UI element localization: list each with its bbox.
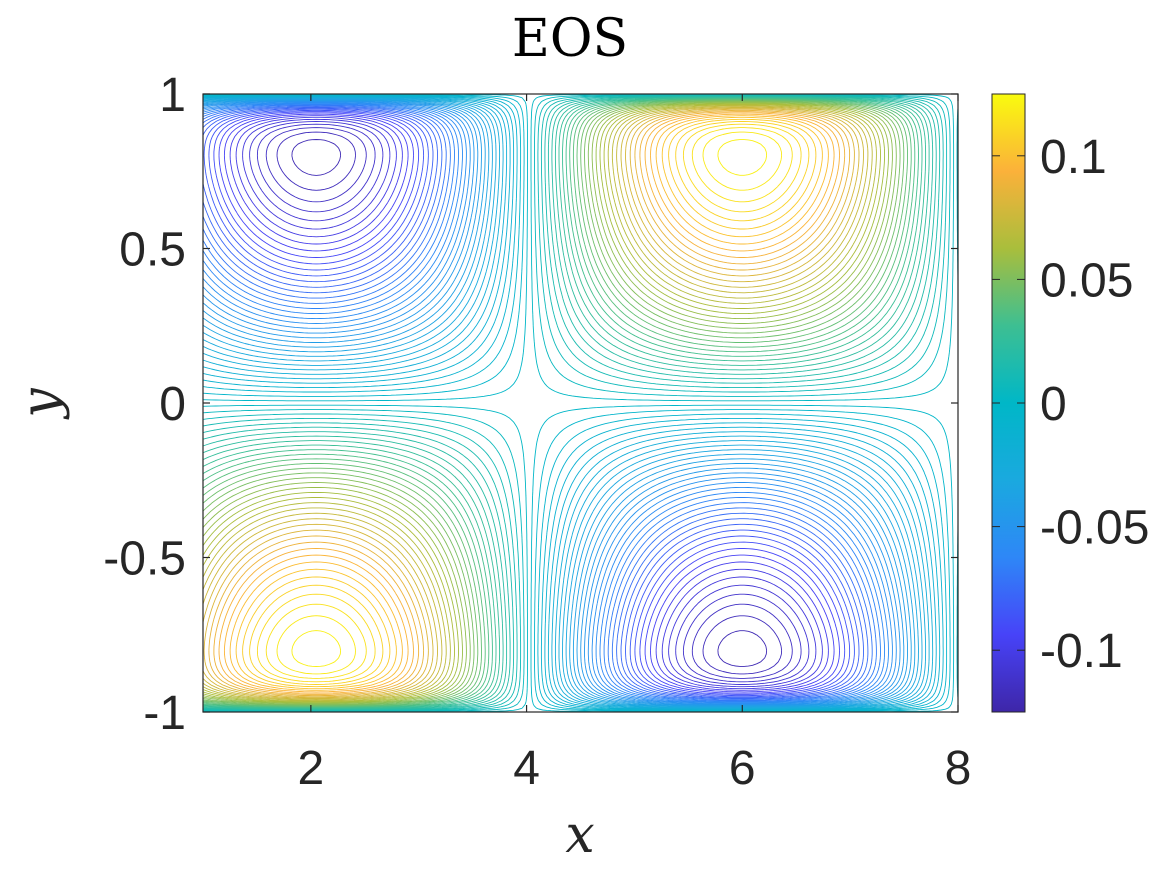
y-tick-label: 1: [159, 69, 186, 122]
contour-level: [256, 123, 802, 683]
contour-level: [203, 107, 860, 699]
contour-level: [265, 127, 793, 679]
y-axis-label: y: [11, 388, 71, 420]
contour-level: [203, 96, 934, 710]
contour-level: [203, 98, 912, 708]
contour-level: [203, 103, 886, 703]
contour-level: [203, 101, 893, 705]
contour-level: [213, 111, 846, 695]
x-tick-label: 6: [729, 742, 756, 795]
contour-level: [242, 118, 817, 688]
contour-level: [203, 95, 937, 711]
colorbar-tick-label: -0.1: [1040, 625, 1123, 678]
contour-level: [203, 101, 893, 705]
contour-level: [203, 98, 916, 708]
contour-level: [203, 95, 941, 711]
contour-level: [203, 100, 901, 706]
contour-level: [203, 108, 855, 698]
contour-level: [249, 121, 810, 685]
contour-level: [203, 98, 916, 708]
contour-level: [203, 94, 951, 712]
x-axis: 2 4 6 8: [298, 94, 972, 795]
contour-level: [203, 97, 923, 709]
contour-level: [208, 109, 851, 697]
contour-level: [235, 116, 823, 690]
contour-level: [203, 94, 951, 712]
contour-level: [203, 95, 941, 711]
contour-level: [203, 97, 923, 709]
contour-level: [203, 102, 889, 704]
contour-level: [276, 131, 783, 675]
contour-level: [203, 105, 873, 701]
contour-level: [203, 101, 897, 705]
contour-level: [203, 99, 908, 707]
contour-level: [218, 112, 840, 694]
contour-level: [203, 103, 886, 703]
x-axis-label: x: [565, 805, 594, 865]
colorbar-tick-label: 0.1: [1040, 131, 1107, 184]
contour-level: [203, 96, 930, 710]
y-tick-label: -0.5: [103, 533, 186, 586]
contour-level: [203, 96, 930, 710]
contour-level: [203, 102, 889, 704]
contour-level: [229, 115, 829, 691]
contour-level: [265, 127, 793, 679]
contour-level: [203, 94, 948, 712]
colorbar-tick-label: 0: [1040, 378, 1067, 431]
contour-level: [203, 97, 919, 709]
contour-level: [242, 118, 817, 688]
contour-level: [203, 106, 869, 700]
x-tick-label: 8: [945, 742, 972, 795]
y-tick-label: -1: [143, 687, 186, 740]
contour-level: [208, 109, 851, 697]
contour-level: [203, 96, 927, 710]
chart-title: EOS: [512, 9, 628, 69]
contour-level: [203, 100, 905, 706]
contour-level: [203, 106, 869, 700]
contour-level: [203, 100, 901, 706]
contour-level: [203, 97, 919, 709]
contour-level: [256, 123, 802, 683]
contour-level: [249, 121, 810, 685]
contour-level: [276, 131, 783, 675]
contour-level: [203, 94, 944, 712]
contour-level: [203, 94, 948, 712]
contour-level: [203, 108, 855, 698]
y-tick-label: 0: [159, 378, 186, 431]
contour-level: [203, 95, 937, 711]
contour-level: [229, 115, 829, 691]
contour-level: [203, 98, 912, 708]
contour-level: [203, 101, 897, 705]
x-tick-label: 2: [298, 742, 325, 795]
contour-level: [203, 96, 934, 710]
contour-level: [291, 139, 768, 667]
contour-level: [223, 113, 835, 693]
contour-level: [203, 104, 877, 702]
contour-level: [203, 99, 908, 707]
contour-level: [291, 139, 768, 667]
contour-level: [203, 103, 881, 703]
colorbar-tick-label: 0.05: [1040, 254, 1133, 307]
contour-level: [203, 104, 877, 702]
contour-level: [218, 112, 840, 694]
contour-level: [203, 103, 881, 703]
contour-level: [203, 105, 873, 701]
colorbar-ticks: -0.1 -0.05 0 0.05 0.1: [992, 131, 1149, 678]
y-axis: -1 -0.5 0 0.5 1: [103, 69, 958, 740]
contour-level: [203, 107, 860, 699]
contour-level: [203, 107, 864, 699]
contour-level: [203, 100, 905, 706]
contour-level: [213, 111, 846, 695]
contour-lines: [203, 94, 958, 712]
colorbar-tick-label: -0.05: [1040, 502, 1149, 555]
x-tick-label: 4: [513, 742, 540, 795]
contour-level: [235, 116, 823, 690]
contour-level: [223, 113, 835, 693]
contour-level: [203, 94, 944, 712]
y-tick-label: 0.5: [119, 224, 186, 277]
